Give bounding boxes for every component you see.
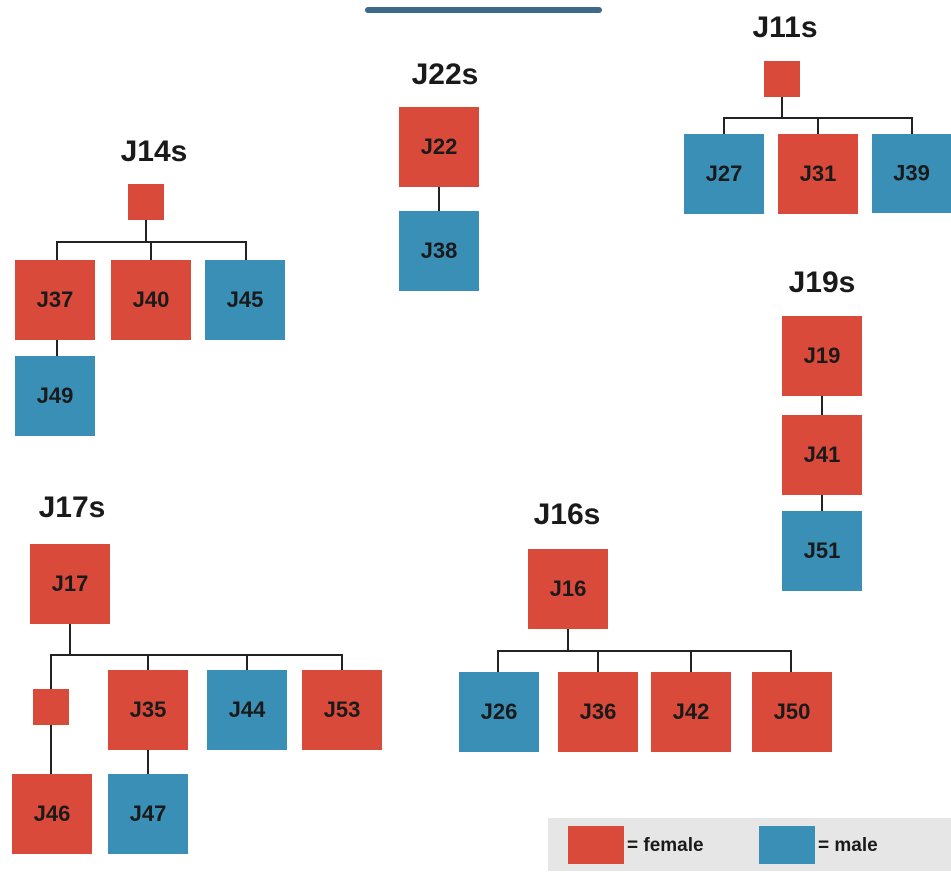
person-box <box>111 260 191 340</box>
person-box <box>128 184 164 220</box>
node-label: J45 <box>227 287 264 312</box>
connector <box>56 220 247 356</box>
person-box <box>108 670 188 750</box>
node-label: J42 <box>673 699 710 724</box>
node-label: J40 <box>133 287 170 312</box>
node-label: J36 <box>580 699 617 724</box>
connectors <box>50 97 913 774</box>
node-label: J17 <box>52 571 89 596</box>
group-title: J17s <box>39 491 106 524</box>
node-label: J44 <box>229 697 266 722</box>
person-box <box>778 134 858 214</box>
node-label: J22 <box>421 134 458 159</box>
group-title: J11s <box>752 11 817 44</box>
group-title: J19s <box>789 266 856 299</box>
legend-label: = female <box>627 835 704 856</box>
group-title: J14s <box>121 135 188 168</box>
node-label: J35 <box>130 697 167 722</box>
node-label: J16 <box>550 576 587 601</box>
node-label: J38 <box>421 238 458 263</box>
connector <box>497 629 792 672</box>
group-title: J16s <box>534 498 601 531</box>
person-box <box>558 672 638 752</box>
node-label: J27 <box>706 161 743 186</box>
person-box <box>205 260 285 340</box>
person-box <box>207 670 287 750</box>
person-box <box>459 672 539 752</box>
node-label: J19 <box>804 343 841 368</box>
person-box <box>15 356 95 436</box>
node-label: J47 <box>130 801 167 826</box>
person-box <box>872 134 951 213</box>
node-label: J39 <box>893 160 930 185</box>
person-box <box>782 511 862 591</box>
person-box <box>782 415 862 495</box>
person-box <box>302 670 382 750</box>
person-box <box>12 774 92 854</box>
person-box <box>528 549 608 629</box>
group-title: J22s <box>412 58 479 91</box>
person-box <box>651 672 731 752</box>
person-box <box>108 774 188 854</box>
node-label: J46 <box>34 801 71 826</box>
node-label: J49 <box>37 383 74 408</box>
node-label: J53 <box>324 697 361 722</box>
legend-label: = male <box>818 835 878 856</box>
person-box <box>30 544 110 624</box>
person-box <box>782 316 862 396</box>
top-bar <box>365 7 602 13</box>
person-box <box>399 107 479 187</box>
person-box <box>752 672 832 752</box>
person-box <box>399 211 479 291</box>
person-box <box>33 689 69 725</box>
node-label: J26 <box>481 699 518 724</box>
person-box <box>764 61 800 97</box>
connector <box>723 97 913 134</box>
legend-swatch <box>759 826 815 864</box>
connector <box>50 624 343 774</box>
node-label: J51 <box>804 538 841 563</box>
node-label: J31 <box>800 161 837 186</box>
legend-swatch <box>568 826 624 864</box>
node-label: J41 <box>804 442 841 467</box>
person-box <box>684 134 764 214</box>
node-label: J37 <box>37 287 74 312</box>
node-label: J50 <box>774 699 811 724</box>
person-box <box>15 260 95 340</box>
